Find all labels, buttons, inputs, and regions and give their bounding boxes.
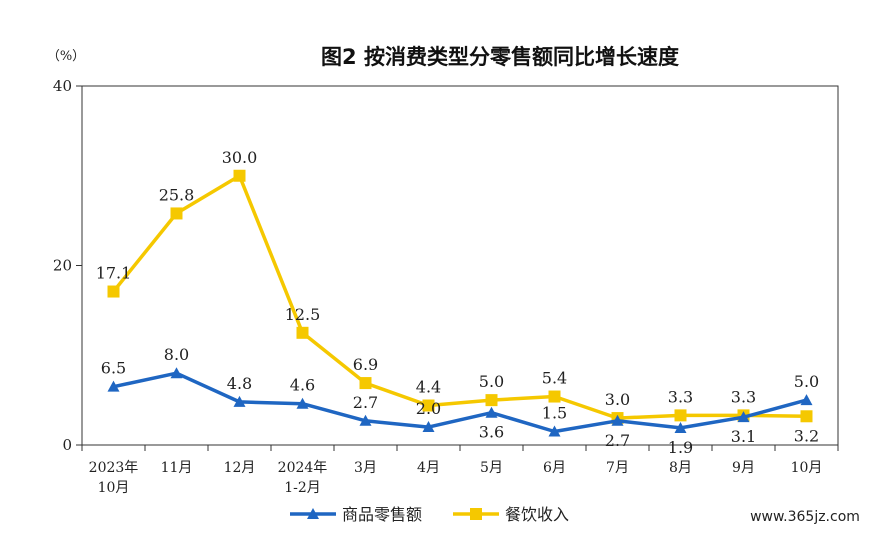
legend-swatch-marker bbox=[307, 508, 319, 519]
series-point bbox=[359, 377, 372, 390]
x-tick-label: 12月 bbox=[224, 460, 256, 476]
data-label: 12.5 bbox=[285, 305, 321, 324]
series-point bbox=[737, 411, 750, 423]
x-tick-label: 1-2月 bbox=[284, 480, 321, 496]
data-label: 8.0 bbox=[164, 345, 189, 364]
data-label: 1.9 bbox=[668, 438, 693, 457]
x-tick-label: 7月 bbox=[606, 460, 629, 476]
series-point bbox=[548, 390, 561, 403]
data-label: 25.8 bbox=[159, 185, 195, 204]
series-catering bbox=[107, 169, 813, 425]
chart-title: 图2 按消费类型分零售额同比增长速度 bbox=[321, 45, 679, 69]
series-point bbox=[422, 399, 435, 412]
data-label: 3.3 bbox=[668, 387, 693, 406]
series-point bbox=[233, 169, 246, 182]
series-goods-retail bbox=[107, 367, 813, 437]
data-label: 3.3 bbox=[731, 387, 756, 406]
x-tick-label: 8月 bbox=[669, 460, 692, 476]
x-tick-label: 5月 bbox=[480, 460, 503, 476]
x-tick-label: 11月 bbox=[161, 460, 193, 476]
series-layer: 6.5 8.0 4.8 4.6 2.7 2.0 3.6 1.5 2.7 1.9 3.1 5.0 17.1… bbox=[96, 148, 820, 457]
data-label: 3.1 bbox=[731, 427, 756, 446]
x-axis: 2023年 10月 11月 12月 2024年 1-2月 3月 4月 5月 6月 7月 8月 9月 10月 bbox=[81, 445, 839, 496]
y-unit-label: （%） bbox=[47, 49, 85, 64]
y-tick-label: 40 bbox=[53, 77, 72, 95]
series-point bbox=[170, 367, 183, 379]
x-tick-label: 2023年 bbox=[89, 460, 139, 476]
x-tick-label: 3月 bbox=[354, 460, 377, 476]
series-point bbox=[674, 421, 687, 433]
data-label: 3.0 bbox=[605, 390, 630, 409]
series-point bbox=[485, 394, 498, 407]
x-tick-label: 4月 bbox=[417, 460, 440, 476]
data-label: 2.7 bbox=[353, 393, 378, 412]
series-point bbox=[800, 410, 813, 423]
series-point bbox=[233, 395, 246, 407]
series-point bbox=[296, 397, 309, 409]
data-label: 30.0 bbox=[222, 148, 258, 167]
plot-area-frame bbox=[81, 85, 839, 446]
watermark-text: www.365jz.com bbox=[750, 509, 860, 525]
series-point bbox=[611, 414, 624, 426]
data-label: 2.7 bbox=[605, 431, 630, 450]
data-label: 3.6 bbox=[479, 423, 504, 442]
data-label: 6.5 bbox=[101, 359, 126, 378]
legend: 商品零售额 餐饮收入 bbox=[290, 505, 569, 524]
series-point bbox=[359, 414, 372, 426]
data-label: 2.0 bbox=[416, 399, 441, 418]
series-point bbox=[170, 207, 183, 220]
y-axis: 0 20 40 bbox=[53, 77, 82, 454]
series-point bbox=[422, 421, 435, 433]
series-point bbox=[296, 326, 309, 339]
series-point bbox=[107, 380, 120, 392]
x-tick-label: 10月 bbox=[98, 480, 130, 496]
series-point bbox=[485, 406, 498, 418]
data-label: 4.4 bbox=[416, 378, 441, 397]
y-tick-label: 20 bbox=[53, 257, 72, 275]
series-line bbox=[112, 174, 807, 420]
y-tick-label: 0 bbox=[62, 436, 72, 454]
x-tick-label: 6月 bbox=[543, 460, 566, 476]
legend-label: 商品零售额 bbox=[342, 505, 422, 524]
data-label: 3.2 bbox=[794, 426, 819, 445]
data-label: 5.4 bbox=[542, 369, 567, 388]
series-point bbox=[107, 285, 120, 298]
legend-label: 餐饮收入 bbox=[505, 505, 569, 524]
data-label: 17.1 bbox=[96, 264, 132, 283]
series-point bbox=[674, 409, 687, 422]
data-label: 5.0 bbox=[479, 372, 504, 391]
data-label: 4.8 bbox=[227, 374, 252, 393]
x-tick-label: 2024年 bbox=[278, 460, 328, 476]
legend-swatch-marker bbox=[470, 508, 482, 520]
data-label: 4.6 bbox=[290, 376, 315, 395]
data-label: 5.0 bbox=[794, 372, 819, 391]
x-tick-label: 10月 bbox=[791, 460, 823, 476]
series-point bbox=[800, 394, 813, 406]
data-label: 1.5 bbox=[542, 404, 567, 423]
series-point bbox=[548, 425, 561, 437]
series-line bbox=[113, 371, 807, 434]
x-tick-label: 9月 bbox=[732, 460, 755, 476]
data-label: 6.9 bbox=[353, 355, 378, 374]
